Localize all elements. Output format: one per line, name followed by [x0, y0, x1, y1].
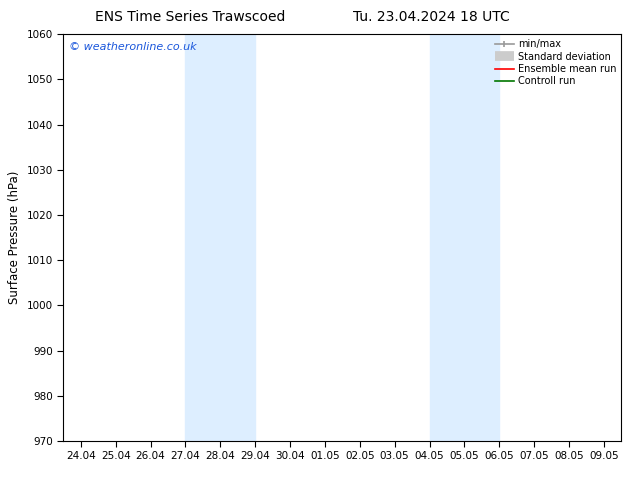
Text: Tu. 23.04.2024 18 UTC: Tu. 23.04.2024 18 UTC [353, 10, 510, 24]
Bar [429, 34, 500, 441]
Bar [185, 34, 255, 441]
Text: ENS Time Series Trawscoed: ENS Time Series Trawscoed [95, 10, 285, 24]
Text: © weatheronline.co.uk: © weatheronline.co.uk [69, 43, 197, 52]
Y-axis label: Surface Pressure (hPa): Surface Pressure (hPa) [8, 171, 21, 304]
Legend: min/max, Standard deviation, Ensemble mean run, Controll run: min/max, Standard deviation, Ensemble me… [493, 37, 618, 88]
